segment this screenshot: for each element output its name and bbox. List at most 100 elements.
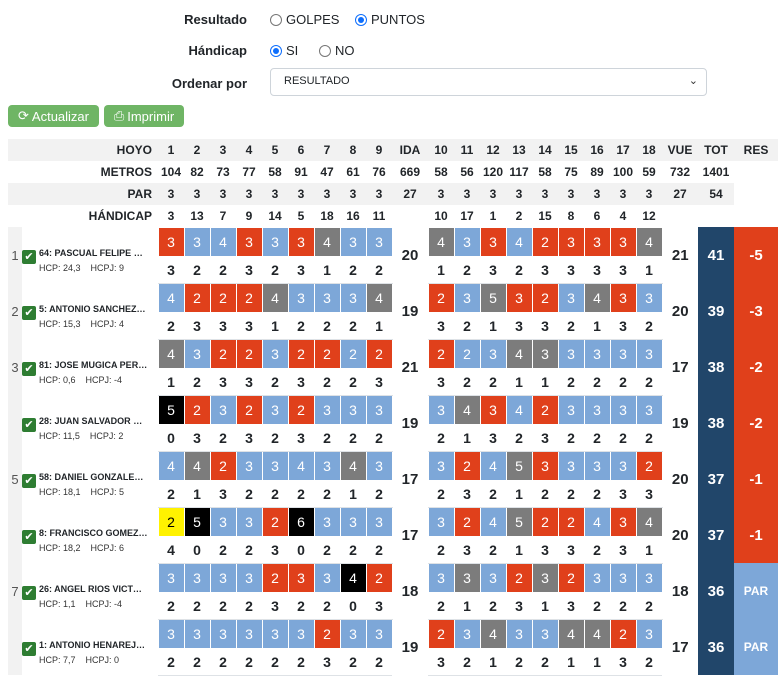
check-icon[interactable]: ✔: [22, 361, 36, 376]
hole-score: 2: [531, 394, 559, 425]
hole-score: 5: [157, 394, 185, 425]
hole-points: 2: [454, 648, 480, 676]
hole-points: 2: [262, 256, 288, 284]
check-icon[interactable]: ✔: [22, 305, 36, 320]
player-hcp: HCP: 24,3: [39, 262, 81, 273]
par-row-cell: 3: [454, 183, 480, 205]
golpes-option[interactable]: GOLPES: [270, 12, 339, 27]
player-hcp-line: HCP: 18,1 HCPJ: 5: [39, 487, 148, 497]
hole-score: 3: [157, 226, 185, 257]
hole-points: 3: [584, 256, 610, 284]
hole-score: 3: [261, 226, 289, 257]
par-row-cell: 3: [480, 183, 506, 205]
hole-score: 3: [365, 450, 393, 481]
metros-row-cell: 104: [160, 165, 182, 179]
hole-score: 5: [505, 450, 533, 481]
golpes-radio[interactable]: [270, 13, 282, 26]
metros-row-cell: 73: [216, 165, 230, 179]
hole-score: 2: [635, 450, 663, 481]
hole-score: 3: [235, 226, 263, 257]
hole-score: 2: [313, 618, 341, 649]
player-row: 5✔58: DANIEL GONZALEZ LOPEZHCP: 18,1HCPJ…: [8, 450, 778, 507]
metros-row-cell: 59: [642, 165, 656, 179]
scorecard-table: HOYO 1 2 3 4 5 6 7 8 9 IDA 10 11 12 13 14 15 16 17 18 VUE TOT…: [8, 139, 778, 676]
si-option[interactable]: SI: [270, 43, 298, 58]
no-option[interactable]: NO: [319, 43, 355, 58]
hole-points: 2: [610, 368, 636, 396]
check-icon[interactable]: ✔: [22, 249, 36, 264]
hoyo-row-cell: 15: [558, 139, 584, 161]
hole-score: 2: [453, 450, 481, 481]
hoyo-row-cell: 2: [184, 139, 210, 161]
check-icon[interactable]: ✔: [22, 641, 36, 656]
hole-score: 4: [505, 226, 533, 257]
hole-points: 3: [558, 256, 584, 284]
player-name: 26: ANGEL RIOS VICTORIA: [39, 583, 148, 594]
hole-score: 4: [157, 338, 185, 369]
hole-score: 4: [339, 450, 367, 481]
metros-row-cell: 76: [372, 165, 386, 179]
par-row-cell: 3: [158, 183, 184, 205]
si-radio[interactable]: [270, 44, 282, 57]
hole-score: 3: [453, 282, 481, 313]
hoyo-row-cell: 12: [480, 139, 506, 161]
puntos-radio[interactable]: [355, 13, 367, 26]
par-row-cell: 3: [532, 183, 558, 205]
hoyo-row-cell: 5: [262, 139, 288, 161]
hole-points: 1: [262, 312, 288, 340]
no-radio[interactable]: [319, 44, 331, 57]
player-info: ✔28: JUAN SALVADOR SANCHEZ HCP: 11,5 HCPJ:…: [22, 395, 158, 451]
hole-points: 2: [184, 256, 210, 284]
par-row-vue: 27: [662, 183, 698, 205]
hole-points: 1: [506, 368, 532, 396]
hole-points: 3: [532, 536, 558, 564]
hole-points: 3: [610, 648, 636, 676]
player-rank: 1: [8, 227, 22, 283]
hole-points: 2: [636, 312, 662, 340]
hole-points: 2: [610, 592, 636, 620]
hole-score: 3: [313, 282, 341, 313]
hole-points: 1: [636, 256, 662, 284]
player-row: 2✔5: ANTONIO SANCHEZ GARCIAHCP: 15,3HCPJ…: [8, 282, 778, 339]
check-icon[interactable]: ✔: [22, 585, 36, 600]
player-info-wrap: ✔28: JUAN SALVADOR SANCHEZ HCP: 11,5 HCPJ:…: [22, 406, 158, 441]
hole-points: 1: [636, 536, 662, 564]
hole-score: 3: [287, 562, 315, 593]
player-ida: 20: [401, 246, 419, 264]
par-row-label: PAR: [8, 183, 158, 205]
hole-score: 4: [365, 282, 393, 313]
hole-points: 2: [584, 592, 610, 620]
player-total: 36: [698, 619, 734, 675]
hole-score: 2: [505, 562, 533, 593]
hole-score: 4: [479, 450, 507, 481]
player-hcp-line: HCP: 1,1 HCPJ: -4: [39, 599, 148, 609]
hole-points: 1: [584, 648, 610, 676]
puntos-option[interactable]: PUNTOS: [355, 12, 425, 27]
hole-points: 2: [428, 592, 454, 620]
check-icon[interactable]: ✔: [22, 473, 36, 488]
hole-score: 3: [479, 562, 507, 593]
hole-score: 3: [209, 506, 237, 537]
hole-score: 4: [583, 282, 611, 313]
hole-points: 3: [236, 256, 262, 284]
ordenar-select[interactable]: RESULTADO ⌄: [270, 68, 707, 96]
hole-points: 0: [340, 592, 366, 620]
metros-row-tot: 1401: [702, 165, 730, 179]
check-icon[interactable]: ✔: [22, 417, 36, 432]
actualizar-button[interactable]: ⟳ Actualizar: [8, 105, 99, 127]
imprimir-button[interactable]: ⎙ Imprimir: [104, 105, 184, 127]
player-row: ✔28: JUAN SALVADOR SANCHEZ HCP: 11,5 HCPJ:…: [8, 394, 778, 451]
hole-points: 3: [210, 368, 236, 396]
player-rank: 2: [8, 283, 22, 339]
hole-points: 1: [454, 592, 480, 620]
hole-score: 3: [313, 562, 341, 593]
player-hcp: HCP: 7,7: [39, 654, 76, 665]
player-hcp-line: HCP: 15,3 HCPJ: 4: [39, 319, 148, 329]
imprimir-label: Imprimir: [127, 108, 175, 124]
check-icon[interactable]: ✔: [22, 529, 36, 544]
hole-points: 2: [236, 648, 262, 676]
player-rank: [8, 619, 22, 675]
hole-score: 3: [339, 282, 367, 313]
player-hcpj: HCPJ: 0: [85, 654, 120, 665]
ordenar-label: Ordenar por: [171, 76, 247, 91]
